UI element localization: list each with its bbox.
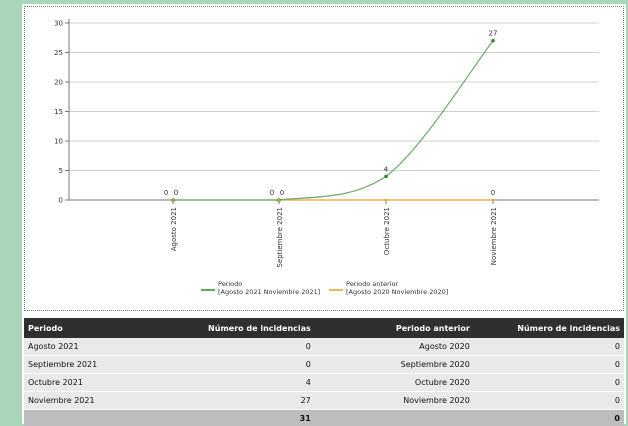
data-point-periodo-anterior: [277, 198, 281, 202]
total-incidencias-anterior: 0: [614, 413, 620, 423]
data-point-periodo: [491, 38, 495, 43]
total-incidencias: 31: [299, 413, 311, 423]
data-label-periodo: 0: [270, 189, 274, 197]
x-tick-label: Agosto 2021: [170, 207, 178, 251]
x-tick-label: Octubre 2021: [383, 207, 391, 255]
y-tick-label: 5: [59, 167, 63, 175]
header-num-incidencias: Número de incidencias: [208, 323, 311, 333]
cell-incidencias: 27: [300, 396, 311, 405]
header-periodo: Periodo: [28, 323, 63, 333]
table-totals-row: 31 0: [24, 409, 624, 426]
legend-label-periodo: Periodo: [218, 280, 242, 288]
y-tick-label: 15: [54, 108, 63, 116]
table-row: Agosto 2021 0 Agosto 2020 0: [24, 338, 624, 356]
incidents-table: Periodo Número de incidencias Periodo an…: [24, 318, 624, 426]
cell-incidencias-anterior: 0: [614, 342, 620, 351]
cell-periodo: Septiembre 2021: [28, 360, 98, 369]
data-point-periodo-anterior: [171, 198, 175, 202]
x-tick-label: Septiembre 2021: [276, 207, 284, 268]
legend-label-periodo-anterior-range: [Agosto 2020 Noviembre 2020]: [346, 288, 448, 296]
data-label-periodo: 4: [384, 165, 389, 173]
header-periodo-anterior: Periodo anterior: [395, 323, 470, 333]
y-tick-label: 20: [54, 79, 63, 87]
y-tick-label: 30: [54, 20, 63, 28]
data-point-periodo-anterior: [384, 198, 388, 202]
cell-periodo-anterior: Noviembre 2020: [403, 396, 470, 405]
cell-incidencias-anterior: 0: [614, 360, 620, 369]
data-label-periodo-anterior: 0: [280, 189, 284, 197]
y-tick-label: 25: [54, 49, 63, 57]
y-tick-label: 10: [54, 138, 63, 146]
total-periodo: [24, 410, 155, 426]
cell-periodo: Noviembre 2021: [28, 396, 95, 405]
data-label-periodo: 27: [489, 30, 498, 38]
cell-incidencias: 0: [305, 342, 311, 351]
data-label-periodo-anterior: 0: [174, 189, 178, 197]
cell-periodo: Agosto 2021: [28, 342, 79, 351]
table-row: Septiembre 2021 0 Septiembre 2020 0: [24, 355, 624, 374]
header-num-incidencias-anterior: Número de incidencias: [517, 323, 620, 333]
cell-incidencias-anterior: 0: [614, 396, 620, 405]
legend-label-periodo-anterior: Periodo anterior: [346, 280, 398, 288]
incidents-line-chart: 0 5 10 15 20 25 30 Agosto 2021 Septiembre 2021 Oc…: [54, 19, 599, 296]
cell-periodo: Octubre 2021: [28, 378, 83, 387]
table-header-row: Periodo Número de incidencias Periodo an…: [24, 318, 624, 338]
cell-incidencias: 4: [305, 378, 311, 387]
y-tick-label: 0: [59, 197, 63, 205]
cell-periodo-anterior: Octubre 2020: [414, 378, 470, 387]
total-periodo-anterior: [315, 410, 474, 426]
cell-periodo-anterior: Agosto 2020: [419, 342, 470, 351]
data-point-periodo: [384, 174, 388, 179]
x-tick-label: Noviembre 2021: [490, 207, 498, 265]
table-row: Octubre 2021 4 Octubre 2020 0: [24, 373, 624, 392]
cell-incidencias-anterior: 0: [614, 378, 620, 387]
data-label-periodo: 0: [164, 189, 168, 197]
legend-label-periodo-range: [Agosto 2021 Noviembre 2021]: [218, 288, 320, 296]
data-label-periodo-anterior: 0: [491, 189, 495, 197]
data-point-periodo-anterior: [491, 198, 495, 202]
chart-container: 0 5 10 15 20 25 30 Agosto 2021 Septiembre 2021 Oc…: [24, 6, 624, 311]
cell-periodo-anterior: Septiembre 2020: [400, 360, 470, 369]
cell-incidencias: 0: [305, 360, 311, 369]
report-panel: 0 5 10 15 20 25 30 Agosto 2021 Septiembre 2021 Oc…: [22, 4, 626, 426]
table-row: Noviembre 2021 27 Noviembre 2020 0: [24, 391, 624, 410]
series-line-periodo: [173, 40, 494, 201]
